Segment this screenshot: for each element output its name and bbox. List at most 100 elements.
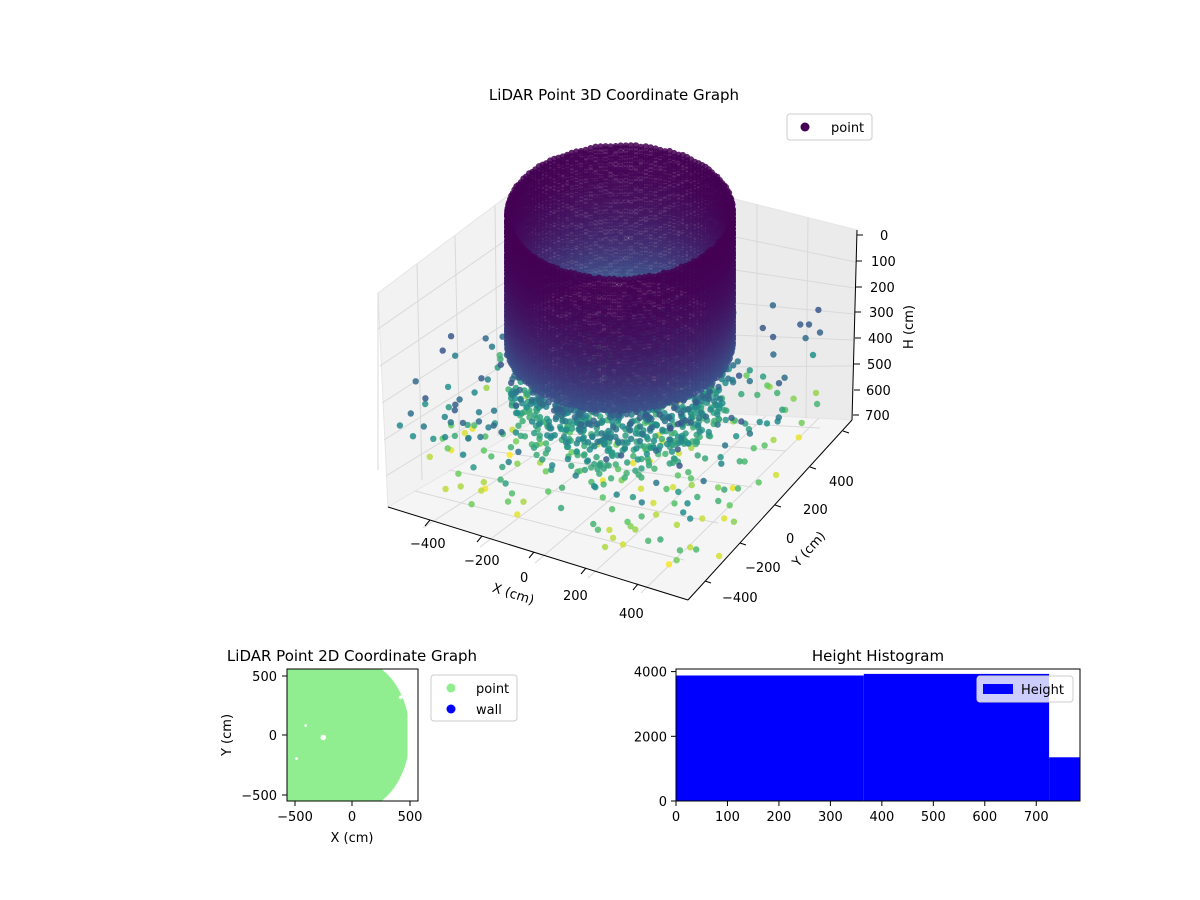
data-point: [714, 484, 722, 491]
data-point: [706, 388, 713, 395]
data-point: [756, 418, 763, 426]
data-point: [723, 407, 730, 414]
data-point: [497, 356, 504, 363]
data-point: [597, 233, 604, 240]
data-point: [717, 395, 724, 402]
data-point: [637, 256, 645, 263]
data-point: [612, 195, 619, 203]
data-point: [602, 206, 609, 213]
data-point: [637, 226, 645, 233]
data-point: [592, 237, 599, 245]
data-point: [764, 382, 771, 389]
point-cloud-3d: [396, 142, 824, 568]
data-point: [661, 183, 669, 191]
data-point: [612, 148, 619, 156]
data-point: [619, 423, 626, 430]
data-point: [622, 195, 629, 203]
data-point: [728, 414, 735, 422]
data-point: [755, 479, 762, 486]
data-point: [677, 410, 685, 417]
data-point: [506, 451, 513, 459]
data-point: [781, 374, 788, 381]
data-point: [775, 414, 782, 421]
data-point: [582, 175, 589, 182]
data-point: [632, 430, 640, 437]
data-point: [622, 432, 629, 439]
data-point: [735, 372, 743, 379]
data-point: [774, 389, 781, 397]
data-point: [721, 515, 728, 522]
data-point: [632, 246, 640, 253]
data-point: [637, 186, 645, 193]
data-point: [733, 433, 740, 440]
data-point: [482, 335, 489, 342]
data-point: [702, 413, 710, 420]
data-point: [754, 391, 761, 399]
data-point: [612, 175, 619, 183]
data-point: [769, 333, 777, 341]
data-point: [802, 334, 809, 342]
data-point: [775, 380, 783, 387]
data-point: [698, 392, 705, 400]
data-point: [769, 302, 777, 309]
data-point: [795, 434, 802, 441]
data-point: [632, 206, 640, 213]
plot-3d: LiDAR Point 3D Coordinate Graph: [377, 86, 917, 622]
data-point: [597, 170, 604, 177]
data-point: [587, 188, 594, 195]
data-point: [695, 414, 703, 422]
data-point: [632, 193, 640, 200]
data-point: [662, 450, 669, 458]
data-point: [714, 411, 721, 418]
data-point: [612, 205, 619, 212]
data-point: [622, 216, 629, 223]
data-point: [750, 445, 757, 452]
data-point: [692, 399, 699, 406]
data-point: [657, 192, 664, 199]
data-point: [622, 189, 629, 196]
data-point: [652, 212, 659, 219]
data-point: [632, 182, 640, 189]
data-point: [577, 159, 585, 166]
data-point: [642, 213, 649, 220]
data-point: [617, 226, 624, 233]
data-point: [685, 469, 692, 476]
data-point: [696, 428, 703, 435]
data-point: [637, 192, 645, 200]
data-point: [632, 269, 640, 277]
data-point: [587, 161, 594, 168]
data-point: [577, 149, 585, 157]
data-point: [729, 484, 736, 492]
data-point: [812, 389, 820, 397]
data-point: [587, 218, 594, 225]
data-point: [637, 485, 645, 492]
data-point: [759, 324, 766, 332]
data-point: [612, 256, 619, 263]
data-point: [687, 475, 695, 482]
data-point: [452, 352, 459, 359]
data-point: [568, 182, 575, 189]
data-point: [592, 264, 599, 272]
data-point: [746, 430, 754, 437]
data-point: [597, 240, 604, 247]
data-point: [483, 384, 490, 391]
data-point: [617, 145, 624, 152]
data-point: [647, 204, 654, 211]
data-point: [642, 224, 649, 231]
data-point: [701, 455, 709, 462]
data-point: [630, 459, 637, 467]
data-point: [790, 395, 797, 402]
data-point: [627, 195, 635, 202]
data-point: [730, 362, 737, 369]
data-point: [805, 321, 813, 328]
data-point: [647, 147, 654, 155]
data-point: [693, 438, 701, 446]
data-point: [587, 255, 594, 263]
data-point: [705, 428, 712, 436]
data-point: [612, 212, 619, 219]
y-axis-line: [687, 419, 853, 601]
data-point: [715, 416, 723, 423]
data-point: [736, 458, 743, 465]
data-point: [617, 175, 624, 182]
data-point: [577, 220, 585, 227]
